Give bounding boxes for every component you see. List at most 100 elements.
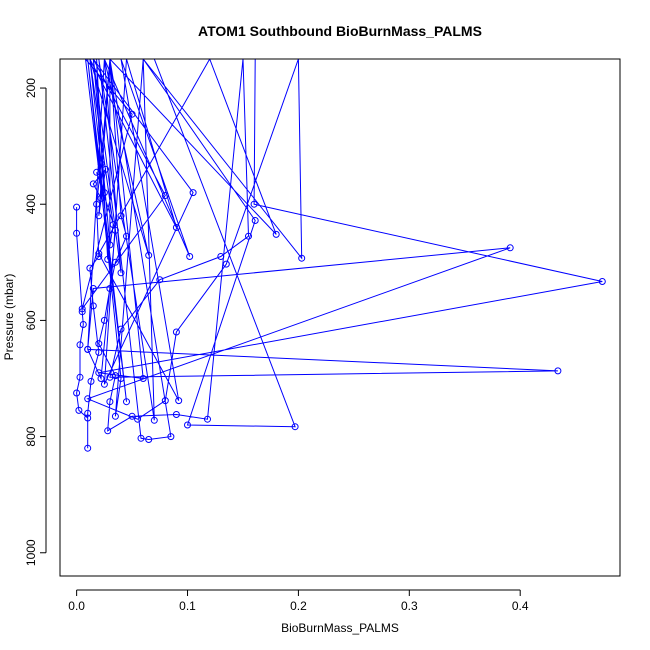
data-point xyxy=(78,308,86,316)
data-point xyxy=(506,244,514,252)
y-tick-label: 800 xyxy=(24,426,38,446)
data-point xyxy=(298,254,306,262)
x-tick-label: 0.4 xyxy=(512,599,529,613)
data-point xyxy=(106,373,114,381)
data-point xyxy=(123,232,130,240)
data-point xyxy=(128,412,136,420)
data-point xyxy=(89,285,97,292)
data-point xyxy=(84,444,92,452)
data-point xyxy=(84,409,92,417)
data-point xyxy=(117,269,125,277)
data-point xyxy=(245,232,252,240)
data-point xyxy=(272,230,280,238)
data-point xyxy=(161,397,169,405)
data-point xyxy=(117,325,125,333)
data-point xyxy=(89,180,97,188)
x-tick-label: 0.0 xyxy=(68,599,85,613)
data-point xyxy=(554,367,562,375)
data-point xyxy=(139,375,147,382)
data-point xyxy=(95,250,103,258)
data-point xyxy=(76,373,84,381)
data-point xyxy=(106,285,114,292)
data-point xyxy=(189,189,197,197)
chart-title: ATOM1 Southbound BioBurnMass_PALMS xyxy=(198,23,482,39)
x-tick-label: 0.2 xyxy=(290,599,307,613)
data-point xyxy=(150,416,158,424)
plot-frame xyxy=(59,58,621,577)
data-point xyxy=(95,253,103,260)
y-tick-label: 400 xyxy=(24,194,38,214)
data-point xyxy=(145,436,153,443)
data-point xyxy=(117,212,125,220)
data-point xyxy=(167,433,175,441)
data-point xyxy=(291,423,299,431)
data-point xyxy=(104,427,112,435)
data-point xyxy=(73,229,81,237)
data-point xyxy=(95,340,103,348)
data-point xyxy=(106,398,114,406)
data-point xyxy=(100,189,108,197)
series-line xyxy=(76,59,603,449)
data-point xyxy=(250,200,258,208)
data-point xyxy=(598,278,606,285)
data-point xyxy=(156,276,164,284)
data-point xyxy=(145,251,153,259)
data-point xyxy=(111,226,119,234)
data-point xyxy=(184,421,191,429)
data-point xyxy=(111,412,119,420)
data-point xyxy=(123,398,130,406)
data-point xyxy=(104,255,112,263)
series-layer xyxy=(73,59,606,452)
data-point xyxy=(161,192,169,199)
data-point xyxy=(76,341,84,349)
data-point xyxy=(84,395,92,403)
data-point xyxy=(117,375,125,382)
data-point xyxy=(95,348,103,356)
data-point xyxy=(84,345,92,353)
y-axis-label: Pressure (mbar) xyxy=(2,274,16,361)
x-tick-label: 0.3 xyxy=(401,599,418,613)
data-point xyxy=(75,406,83,414)
y-axis: 200 400 600 800 1000 xyxy=(24,78,47,566)
data-point xyxy=(73,203,81,211)
data-point xyxy=(87,377,95,385)
data-point xyxy=(172,411,180,418)
data-point xyxy=(100,316,108,324)
data-point xyxy=(204,415,211,423)
data-point xyxy=(84,414,92,422)
data-point xyxy=(100,380,108,388)
x-tick-label: 0.1 xyxy=(179,599,196,613)
data-point xyxy=(97,375,105,382)
y-tick-label: 600 xyxy=(24,310,38,330)
data-point xyxy=(89,302,97,310)
data-point xyxy=(78,305,86,313)
data-point xyxy=(86,264,94,272)
data-point xyxy=(172,328,180,336)
x-axis: 0.0 0.1 0.2 0.3 0.4 xyxy=(68,589,529,613)
data-point xyxy=(73,389,81,397)
data-point xyxy=(95,369,103,377)
data-point xyxy=(217,253,225,260)
x-axis-label: BioBurnMass_PALMS xyxy=(281,621,399,635)
data-point xyxy=(106,241,114,249)
data-point xyxy=(97,194,105,202)
data-point xyxy=(137,434,145,442)
y-tick-label: 1000 xyxy=(24,539,38,566)
data-point xyxy=(128,110,136,118)
data-point xyxy=(97,160,105,168)
data-point xyxy=(111,258,119,266)
data-point xyxy=(175,397,183,405)
y-tick-label: 200 xyxy=(24,78,38,98)
data-point xyxy=(222,260,230,268)
data-point xyxy=(93,200,101,208)
data-point xyxy=(95,212,103,220)
data-point xyxy=(93,168,101,176)
data-point xyxy=(186,253,194,260)
data-point xyxy=(172,224,180,231)
data-point xyxy=(251,217,259,224)
data-point xyxy=(79,321,87,328)
data-point xyxy=(134,415,142,423)
data-point xyxy=(102,165,109,173)
data-point xyxy=(109,221,117,229)
